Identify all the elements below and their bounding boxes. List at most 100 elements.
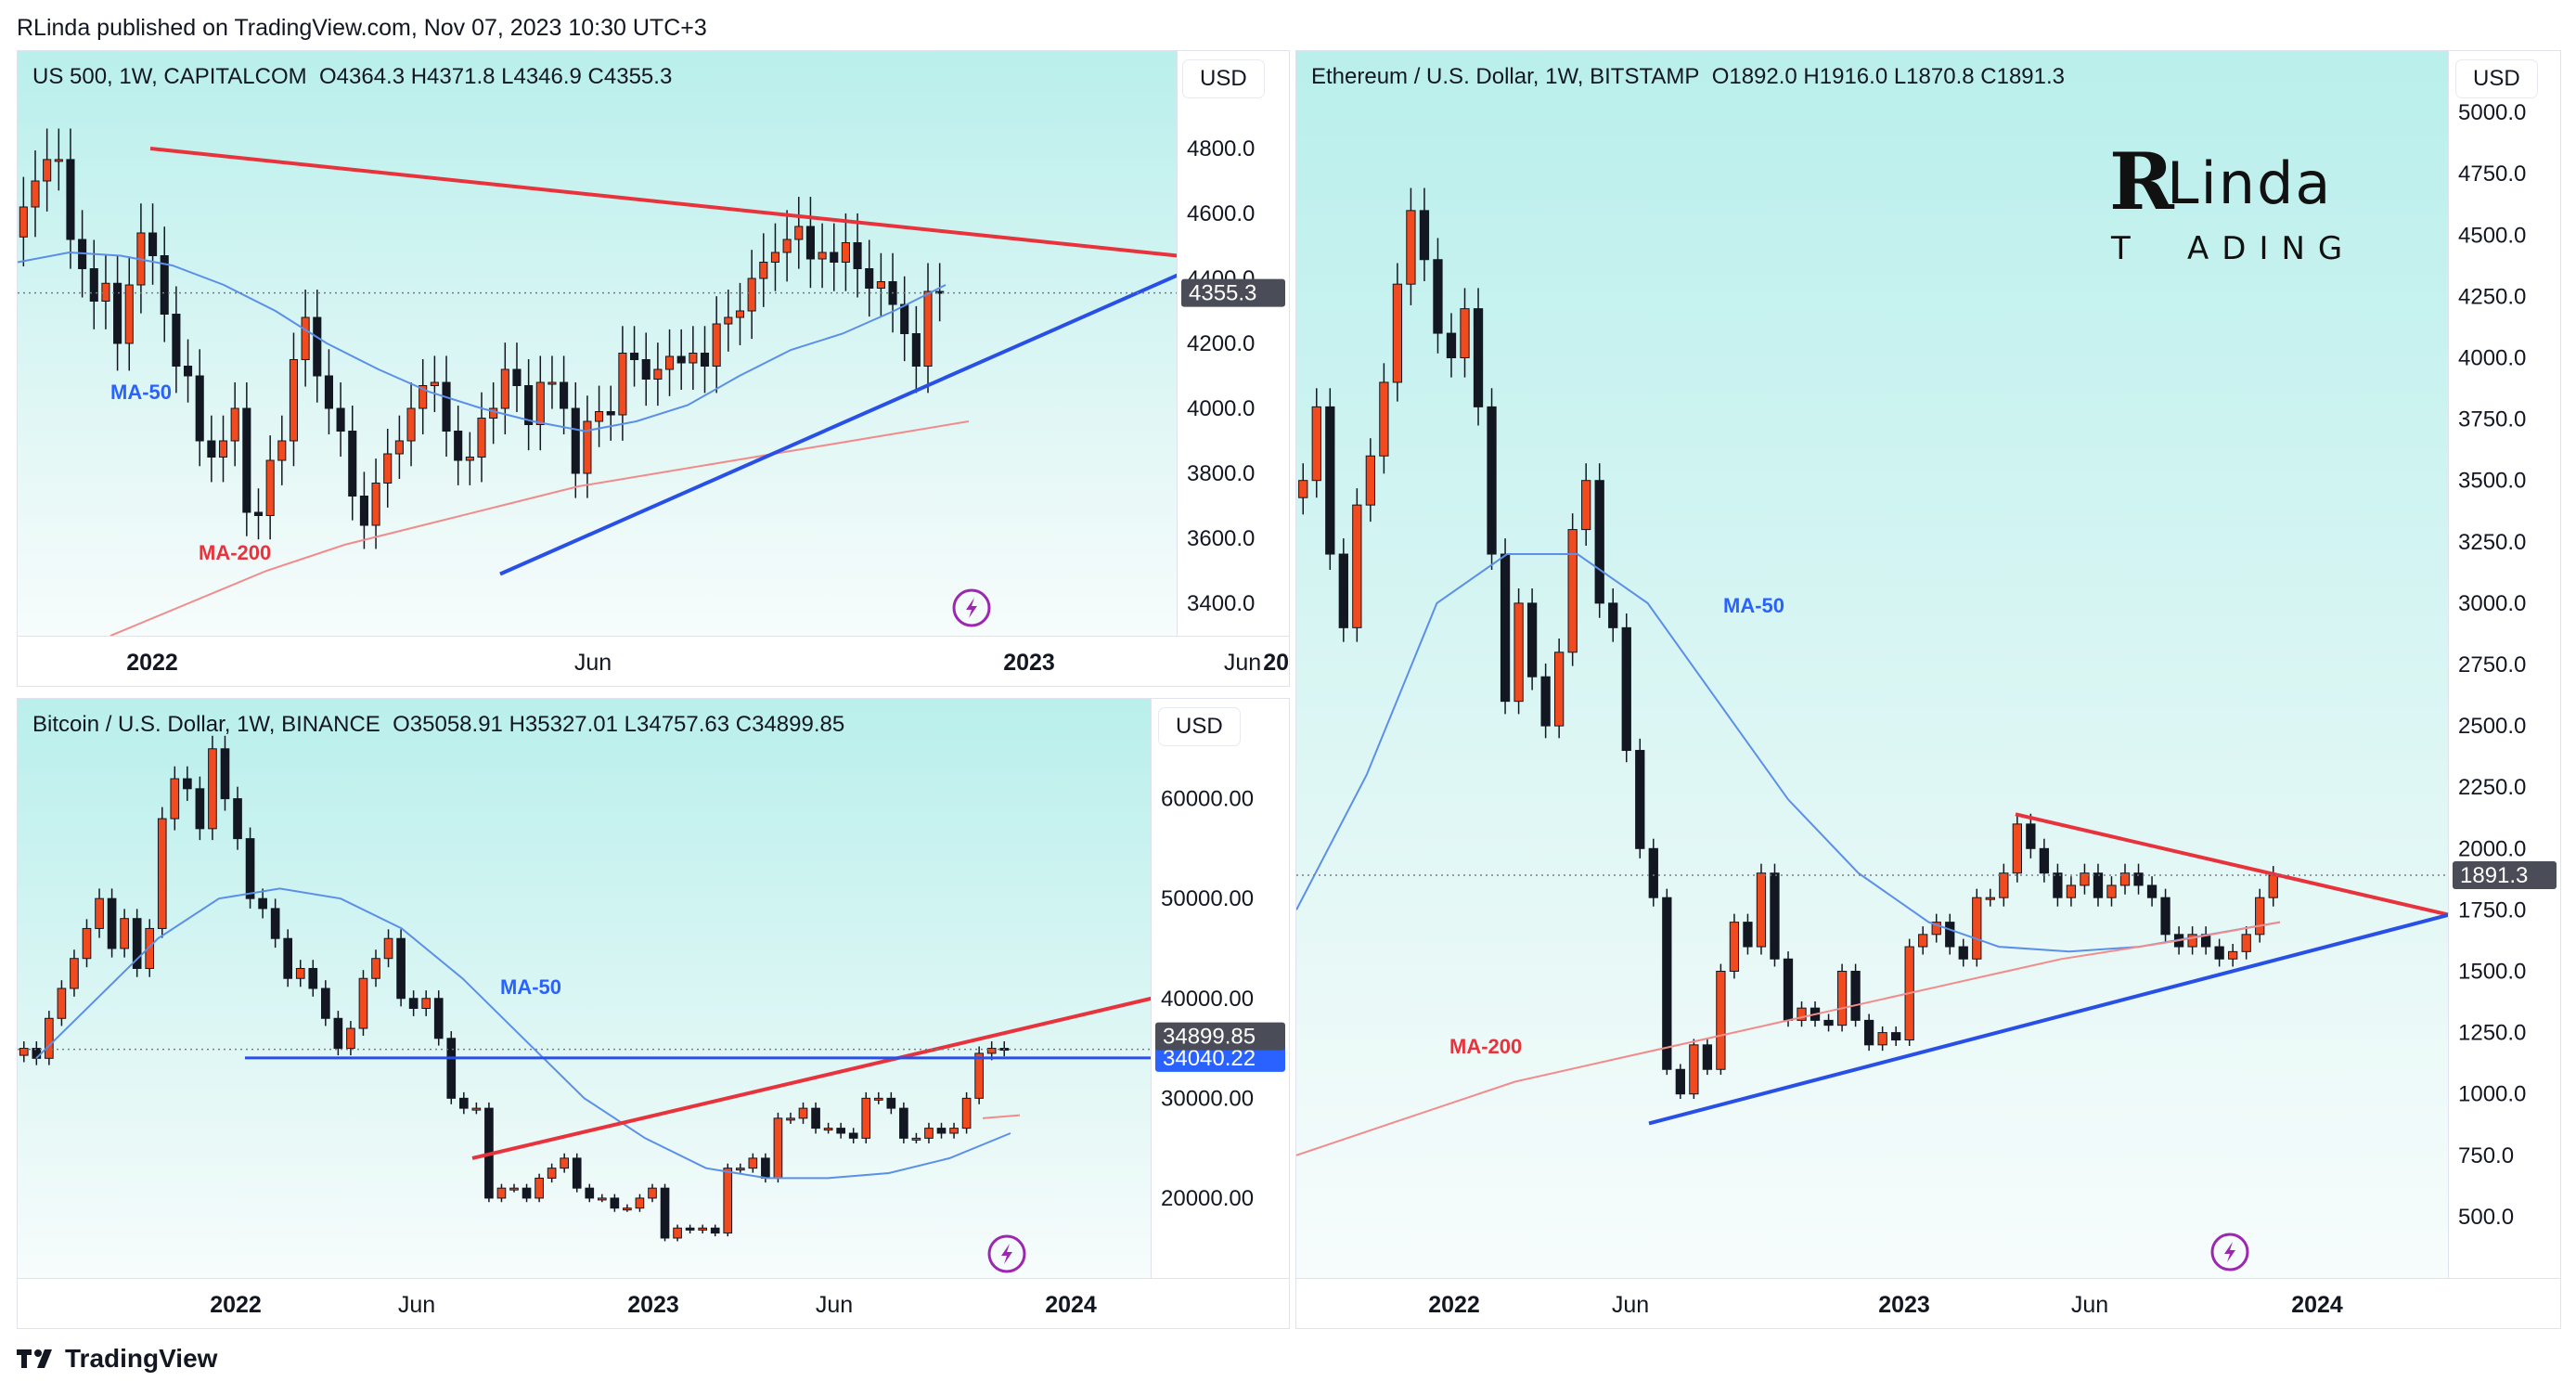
candle bbox=[1877, 1032, 1887, 1046]
candle bbox=[336, 407, 345, 432]
candle bbox=[936, 1128, 947, 1134]
candle bbox=[1891, 1032, 1901, 1041]
plot-area[interactable]: MA-50 MA-200 bbox=[1296, 51, 2449, 1278]
candle bbox=[458, 1097, 469, 1109]
candle bbox=[120, 918, 129, 949]
candle bbox=[245, 838, 255, 899]
candle bbox=[207, 440, 216, 458]
tradingview-logo-icon bbox=[17, 1349, 52, 1368]
candle bbox=[811, 1107, 820, 1129]
candle bbox=[535, 381, 545, 425]
candle bbox=[70, 958, 79, 989]
candle bbox=[2119, 872, 2131, 886]
candle bbox=[700, 353, 710, 367]
candle bbox=[2012, 823, 2022, 874]
y-tick-label: 5000.0 bbox=[2458, 100, 2526, 125]
candle bbox=[233, 798, 242, 840]
candle bbox=[961, 1097, 972, 1129]
candle bbox=[218, 440, 228, 458]
chart-panel-us500[interactable]: MA-50 MA-200 3400.0 3600.0 3800.0 4000.0 4200… bbox=[17, 50, 1315, 687]
candle bbox=[132, 918, 142, 969]
candle bbox=[313, 316, 322, 377]
candle bbox=[861, 1097, 871, 1139]
candle bbox=[635, 1197, 645, 1209]
x-tick-label: 2022 bbox=[210, 1292, 262, 1318]
candle bbox=[358, 977, 368, 1029]
chart-panel-ethereum[interactable]: MA-50 MA-200 500.0 750.0 1000.0 1250.0 1500.0… bbox=[1295, 50, 2561, 1329]
symbol-legend: Bitcoin / U.S. Dollar, 1W, BINANCE O3505… bbox=[32, 712, 844, 738]
candle bbox=[433, 998, 444, 1039]
candle bbox=[308, 967, 318, 989]
candle bbox=[585, 1187, 595, 1199]
y-tick-label: 2250.0 bbox=[2458, 775, 2526, 800]
lightning-icon bbox=[2224, 1242, 2235, 1262]
candle bbox=[1406, 210, 1416, 285]
candle bbox=[1770, 872, 1780, 960]
candle bbox=[406, 407, 416, 442]
currency-button[interactable]: USD bbox=[1183, 60, 1264, 97]
candle bbox=[295, 967, 305, 979]
candle bbox=[571, 407, 580, 474]
x-tick-label: 2023 bbox=[1003, 650, 1055, 676]
candle bbox=[630, 353, 639, 360]
x-tick-label: 2024 bbox=[1045, 1292, 1097, 1318]
candle bbox=[258, 897, 267, 910]
candle bbox=[1500, 553, 1511, 703]
candle bbox=[685, 1227, 695, 1231]
plot-area[interactable]: MA-50 MA-200 bbox=[18, 51, 1178, 636]
tradingview-footer[interactable]: TradingView bbox=[17, 1344, 217, 1374]
y-tick-label: 60000.00 bbox=[1161, 787, 1254, 812]
y-tick-label: 750.0 bbox=[2458, 1143, 2514, 1168]
x-tick-label: 2023 bbox=[627, 1292, 679, 1318]
price-scale[interactable]: 500.0 750.0 1000.0 1250.0 1500.0 1750.0 2000.0… bbox=[2448, 51, 2560, 1278]
currency-button[interactable]: USD bbox=[2456, 60, 2537, 97]
candle bbox=[1999, 872, 2009, 898]
logo-linda: Linda bbox=[2167, 149, 2332, 217]
price-scale[interactable]: 3400.0 3600.0 3800.0 4000.0 4200.0 4400.0 4600… bbox=[1177, 51, 1289, 636]
y-tick-label: 3250.0 bbox=[2458, 530, 2526, 555]
y-tick-label: 4000.0 bbox=[1187, 396, 1255, 421]
candle bbox=[57, 987, 67, 1019]
candle bbox=[170, 778, 180, 820]
support-trendline bbox=[1648, 912, 2449, 1126]
candle bbox=[1581, 480, 1591, 531]
candle bbox=[383, 453, 393, 484]
candle bbox=[770, 252, 780, 263]
candle bbox=[560, 1157, 570, 1169]
candle bbox=[823, 1128, 833, 1131]
candle bbox=[446, 1038, 457, 1099]
candle bbox=[805, 226, 815, 260]
ma50-label: MA-50 bbox=[1723, 594, 1784, 617]
candle bbox=[836, 1128, 845, 1134]
chart-panel-bitcoin[interactable]: MA-50 20000.00 30000.00 40000.00 50000.00 60… bbox=[17, 698, 1290, 1329]
candle bbox=[560, 381, 569, 409]
plot-area[interactable]: MA-50 bbox=[18, 699, 1152, 1278]
candle bbox=[761, 1157, 770, 1179]
candle bbox=[841, 242, 850, 263]
candle bbox=[477, 418, 486, 458]
candle bbox=[689, 353, 698, 364]
symbol-legend: Ethereum / U.S. Dollar, 1W, BITSTAMP O18… bbox=[1311, 64, 2065, 90]
publish-header: RLinda published on TradingView.com, Nov… bbox=[17, 15, 707, 41]
candle bbox=[101, 282, 110, 302]
candle bbox=[489, 407, 498, 419]
candle bbox=[253, 511, 264, 516]
y-tick-label: 4250.0 bbox=[2458, 284, 2526, 309]
logo-t: T bbox=[2110, 230, 2131, 267]
candle bbox=[873, 1097, 883, 1101]
candle bbox=[371, 483, 380, 526]
candle bbox=[1850, 971, 1861, 1021]
y-tick-label: 1750.0 bbox=[2458, 897, 2526, 923]
candle bbox=[547, 1168, 557, 1179]
ma200-line bbox=[982, 1114, 1021, 1119]
price-scale[interactable]: 20000.00 30000.00 40000.00 50000.00 60000.00… bbox=[1151, 699, 1289, 1278]
symbol-legend: US 500, 1W, CAPITALCOM O4364.3 H4371.8 L… bbox=[32, 64, 672, 90]
candle bbox=[1797, 1007, 1807, 1021]
candle bbox=[1487, 406, 1497, 555]
candle bbox=[572, 1157, 582, 1189]
candle bbox=[346, 1027, 355, 1050]
currency-button[interactable]: USD bbox=[1159, 708, 1240, 745]
